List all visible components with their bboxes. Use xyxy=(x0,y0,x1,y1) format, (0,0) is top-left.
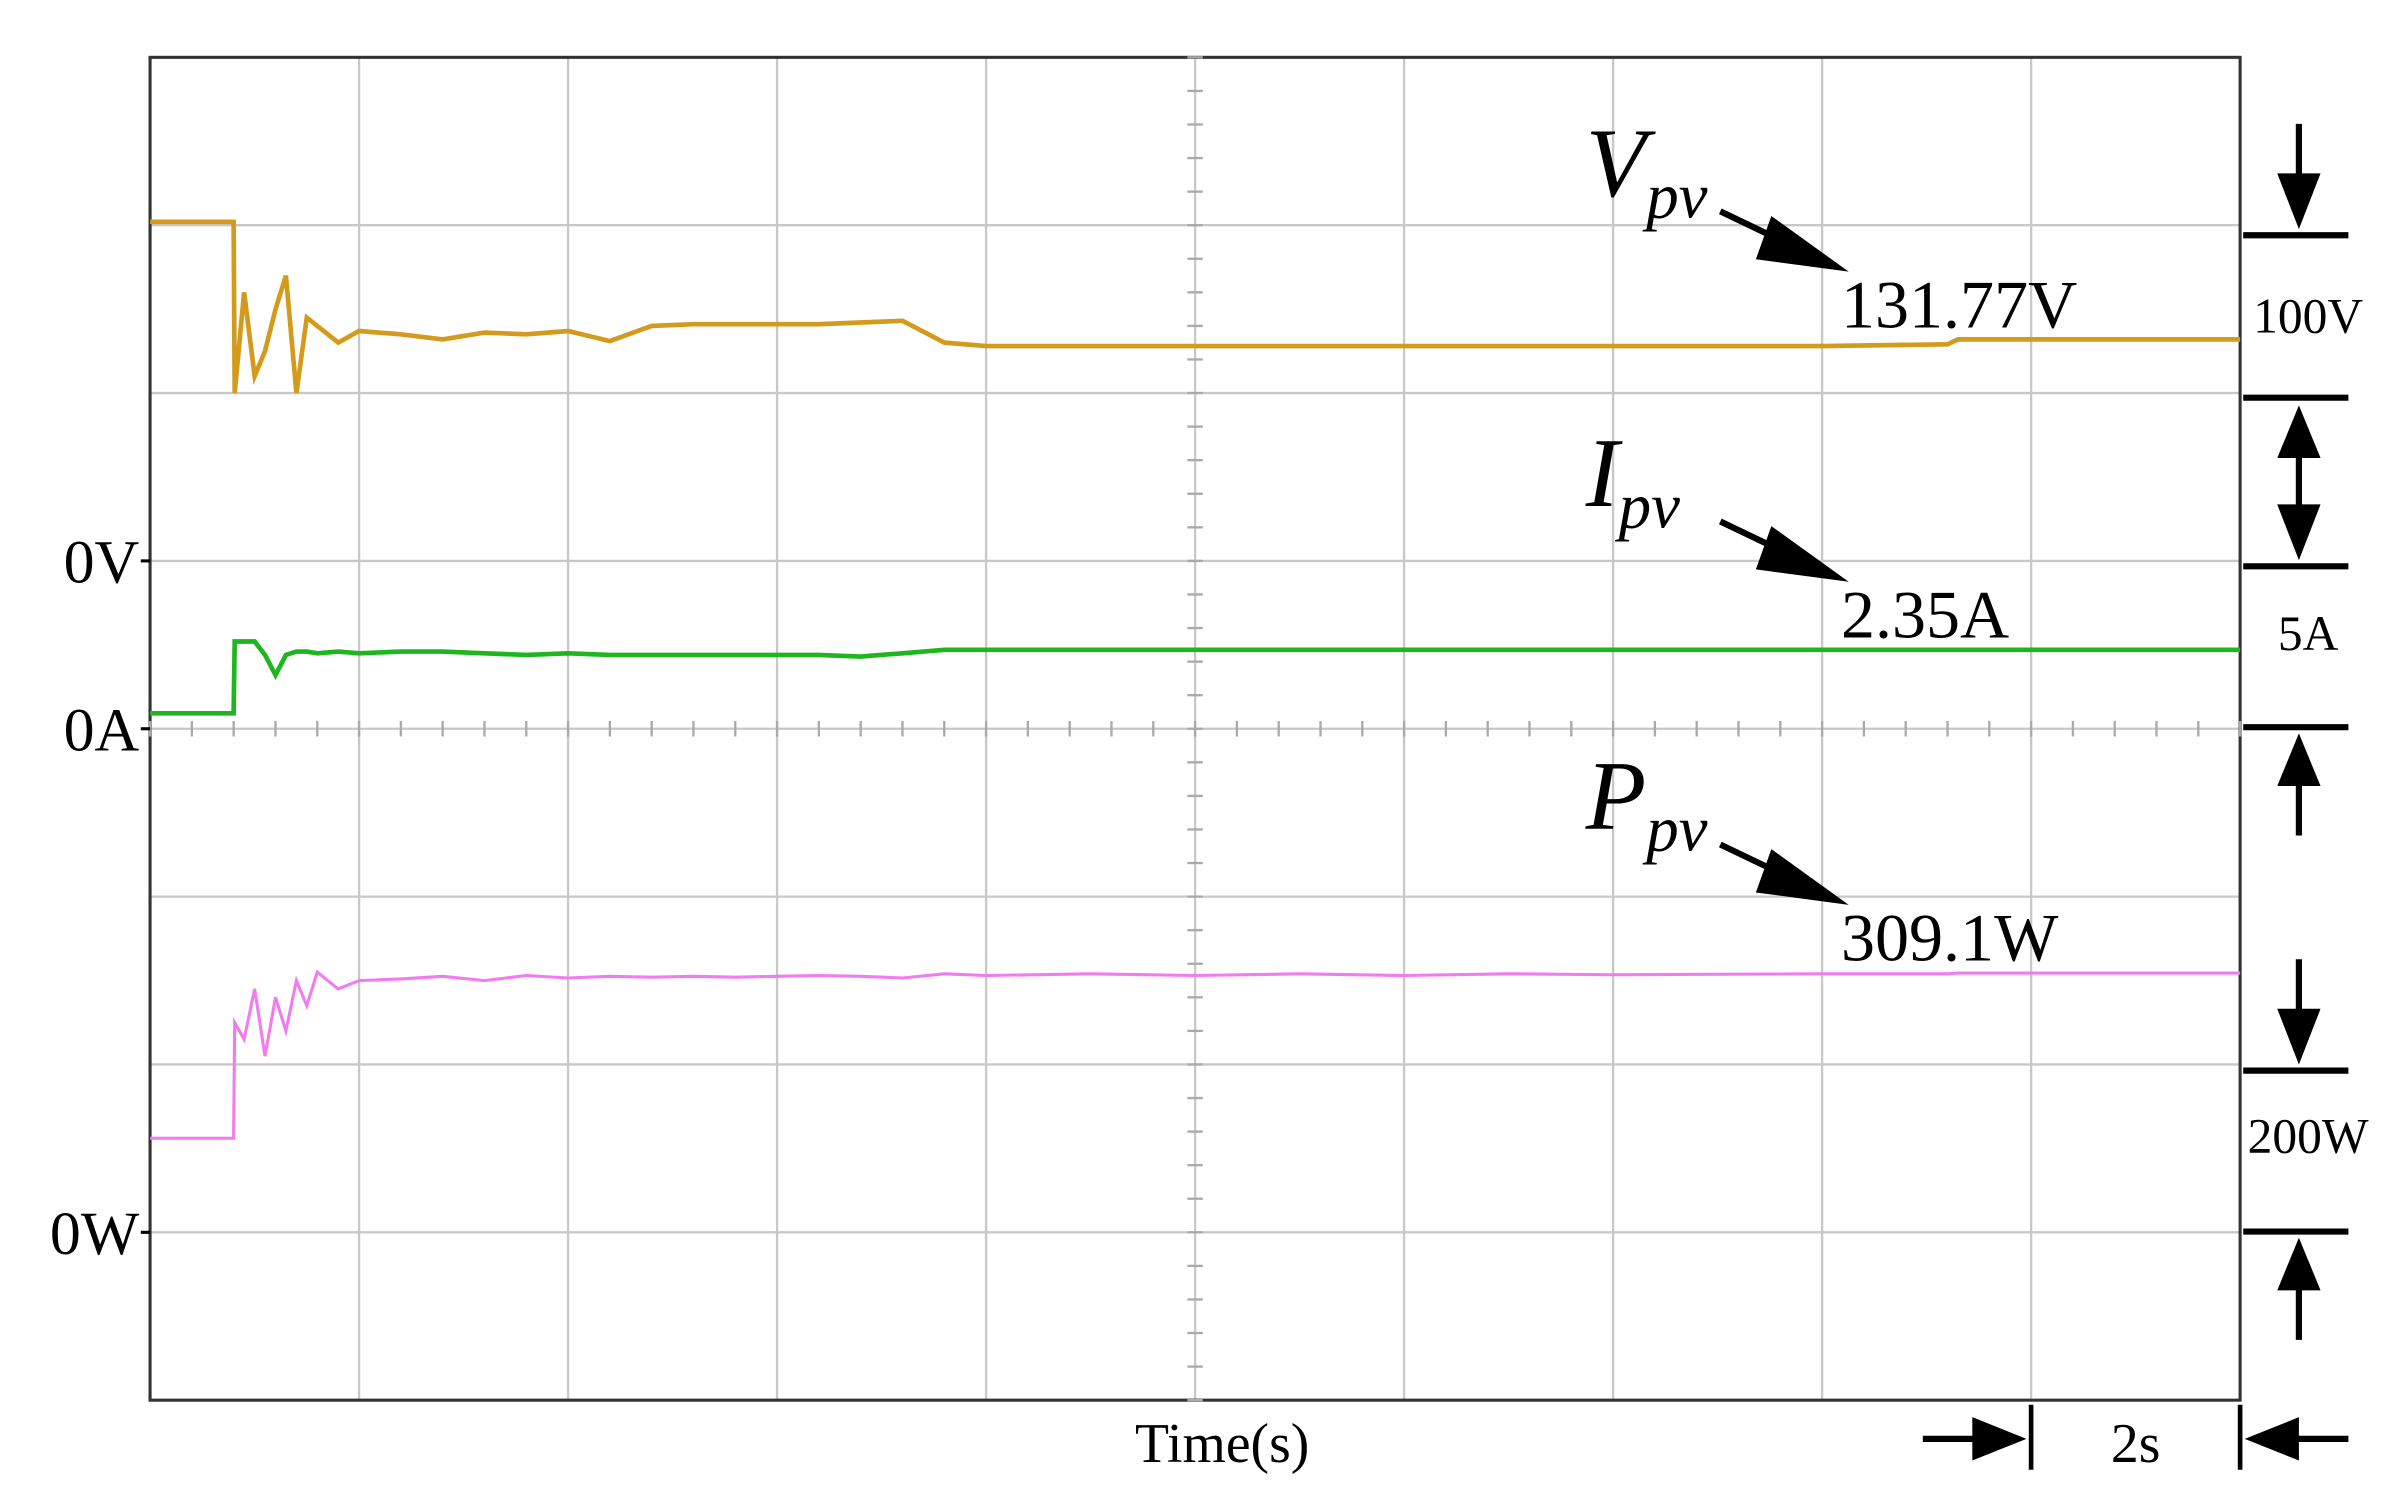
series-symbol: V xyxy=(1586,109,1656,218)
trace xyxy=(150,969,2241,1140)
scale-indicators xyxy=(2243,123,2349,1340)
reading-label: 131.77V xyxy=(1841,266,2077,342)
reading-label: 2.35A xyxy=(1841,576,2009,652)
time-scale-label: 2s xyxy=(2111,1413,2161,1475)
annotation-arrow-head xyxy=(1755,526,1849,582)
series-subscript: pv xyxy=(1642,161,1707,233)
trace xyxy=(150,219,2241,394)
scale-label: 200W xyxy=(2248,1109,2369,1164)
trace xyxy=(150,639,2241,716)
zero-label: 0V xyxy=(64,529,140,597)
series-subscript: pv xyxy=(1642,794,1707,866)
series-name: Vpv xyxy=(1586,109,1708,233)
scale-label: 100V xyxy=(2253,289,2363,344)
series-name: Ppv xyxy=(1585,742,1708,866)
annotation-arrow-head xyxy=(1755,849,1849,905)
series-name: Ipv xyxy=(1585,419,1680,543)
annotation-arrow-head xyxy=(1755,215,1849,272)
series-subscript: pv xyxy=(1615,471,1680,543)
zero-label: 0A xyxy=(64,696,140,764)
series-symbol: I xyxy=(1585,419,1623,528)
zero-label: 0W xyxy=(50,1200,140,1268)
span-arrow-head xyxy=(2244,1417,2299,1461)
series-symbol: P xyxy=(1585,742,1646,851)
reading-label: 309.1W xyxy=(1841,900,2059,976)
x-axis-label: Time(s) xyxy=(1135,1413,1309,1475)
span-arrow-head xyxy=(1972,1417,2027,1461)
scale-label: 5A xyxy=(2278,606,2339,661)
